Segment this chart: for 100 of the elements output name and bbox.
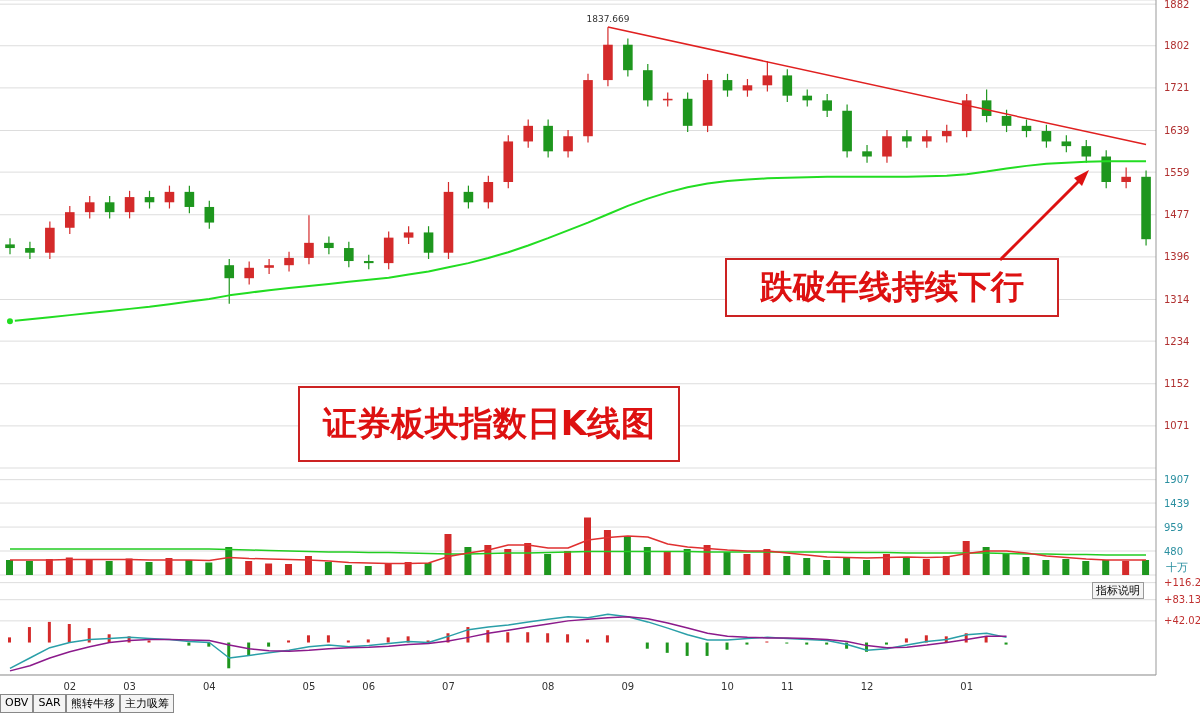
bar — [743, 554, 751, 575]
x-tick-label: 10 — [721, 681, 734, 693]
bar — [87, 628, 91, 643]
bar — [1082, 561, 1090, 575]
candlestick — [1001, 109, 1012, 133]
annotation: 1837.669 — [586, 14, 630, 25]
bar — [1102, 560, 1110, 575]
candlestick — [423, 225, 434, 260]
bar — [1062, 559, 1070, 575]
y-tick-label: 1721 — [1164, 82, 1190, 94]
bar — [884, 642, 888, 645]
bar — [245, 561, 253, 575]
y-tick-label: 1234 — [1164, 335, 1190, 347]
bar — [324, 562, 332, 575]
bar — [605, 635, 609, 643]
bar — [544, 554, 552, 575]
annotation: 跌破年线持续下行 — [725, 258, 1059, 317]
y-tick-label: 1396 — [1164, 251, 1190, 263]
bar — [187, 642, 191, 646]
x-tick-label: 05 — [302, 681, 316, 693]
candlestick — [244, 260, 254, 286]
bar — [506, 632, 510, 643]
bar — [902, 558, 910, 575]
candlestick — [184, 185, 195, 214]
bar — [1022, 557, 1030, 575]
bar — [285, 564, 293, 575]
y-tick-label: +83.13 — [1164, 594, 1200, 606]
candlestick — [722, 73, 733, 98]
candlestick — [124, 190, 135, 219]
x-tick-label: 06 — [362, 681, 376, 693]
candlestick — [902, 129, 912, 149]
bar — [685, 642, 689, 656]
candlestick — [1121, 166, 1131, 189]
bar — [803, 558, 811, 575]
y-tick-label: 1559 — [1164, 166, 1190, 178]
x-tick-label: 08 — [541, 681, 555, 693]
bar — [424, 563, 432, 575]
bar — [147, 640, 151, 643]
candlestick — [782, 68, 793, 103]
bar — [705, 642, 709, 656]
bar — [326, 635, 330, 643]
candlestick — [1041, 124, 1052, 149]
y-tick-label: 1152 — [1164, 378, 1190, 390]
bar — [1042, 560, 1050, 575]
x-tick-label: 01 — [960, 681, 974, 693]
candlestick — [84, 195, 95, 219]
candlestick — [304, 214, 314, 265]
bar — [1004, 642, 1008, 645]
x-tick-label: 07 — [442, 681, 455, 693]
text: 主力吸筹 — [119, 694, 174, 713]
candlestick — [5, 237, 15, 255]
text: OBV — [0, 694, 34, 713]
bar — [823, 560, 831, 575]
candlestick — [762, 60, 773, 93]
bar — [366, 639, 370, 643]
candlestick — [324, 236, 334, 255]
bar — [645, 642, 649, 649]
bar — [725, 642, 729, 650]
y-tick-label: 480 — [1164, 545, 1184, 557]
text: 证券板块指数日K线图 — [298, 386, 680, 462]
text: SAR — [33, 694, 66, 713]
candlestick — [284, 251, 294, 273]
bar — [663, 551, 671, 575]
bar — [564, 551, 572, 575]
bar — [683, 549, 691, 575]
bar — [904, 638, 908, 643]
candlestick — [1081, 139, 1092, 164]
y-axis-title: 十万 — [1166, 560, 1188, 575]
y-tick-label: 1439 — [1164, 497, 1190, 509]
candlestick — [344, 241, 354, 268]
bar — [185, 560, 193, 575]
bar — [386, 637, 390, 643]
y-tick-label: 1477 — [1164, 209, 1190, 221]
bar — [346, 640, 350, 643]
y-tick-label: 1882 — [1164, 0, 1190, 10]
bar — [526, 632, 530, 643]
bar — [783, 556, 791, 575]
bar — [665, 642, 669, 653]
x-tick-label: 12 — [860, 681, 874, 693]
bar — [805, 642, 809, 645]
bar — [825, 642, 829, 645]
bar — [364, 566, 372, 575]
bar — [265, 563, 273, 575]
candlestick — [882, 129, 892, 164]
bar — [27, 627, 31, 643]
bar — [306, 635, 310, 643]
candlestick — [862, 144, 872, 164]
bar — [25, 561, 33, 575]
bar — [1002, 554, 1010, 575]
candlestick — [563, 129, 573, 159]
candlestick — [483, 175, 494, 210]
candlestick — [224, 258, 235, 305]
bar — [47, 621, 51, 643]
bar — [6, 560, 13, 575]
x-tick-label: 04 — [202, 681, 216, 693]
y-tick-label: 1071 — [1164, 420, 1190, 432]
bar — [464, 547, 472, 575]
bar — [623, 537, 631, 575]
bar — [344, 565, 352, 575]
y-tick-label: 959 — [1164, 521, 1184, 533]
